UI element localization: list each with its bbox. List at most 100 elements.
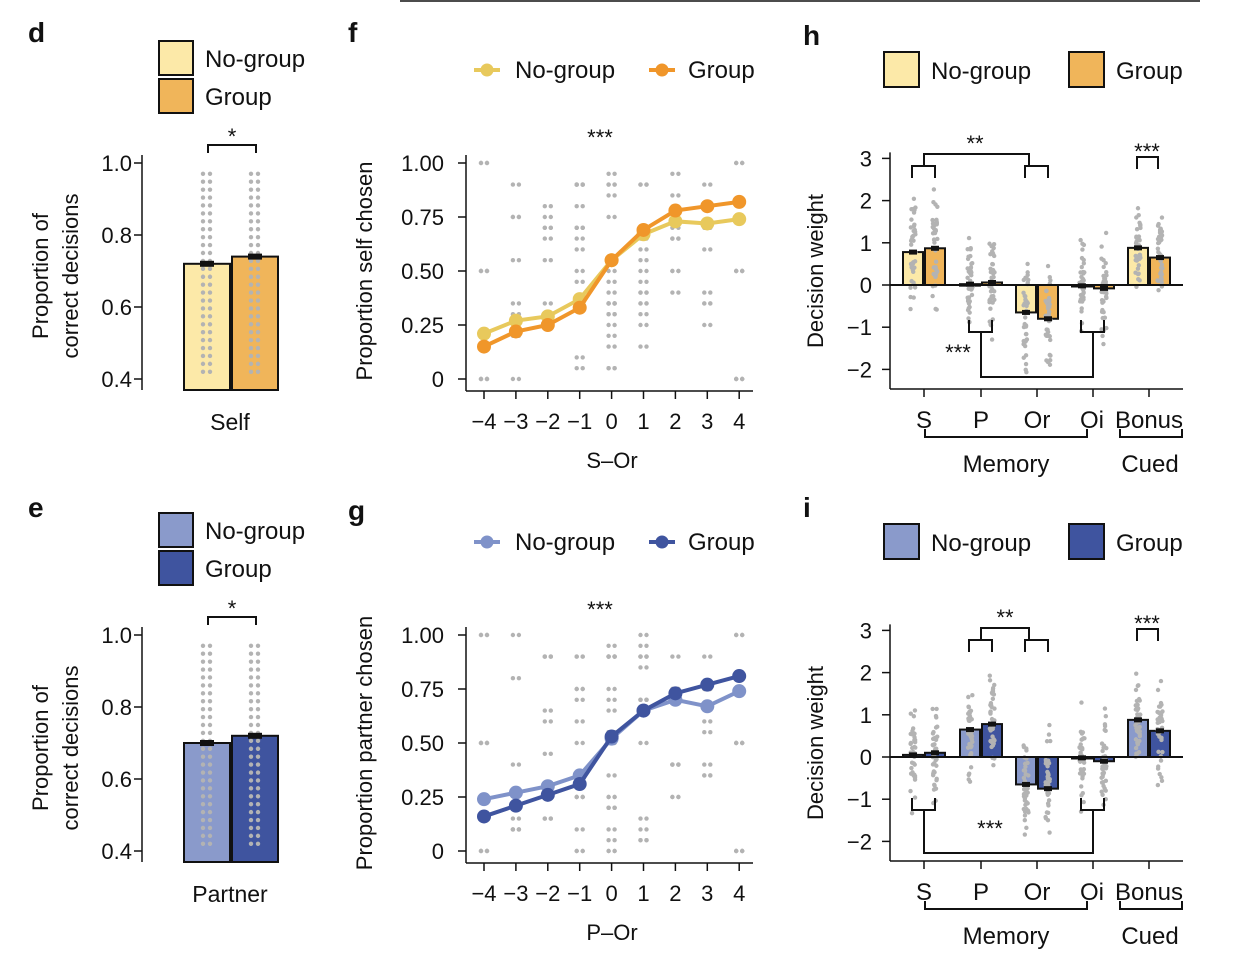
- subject-dot: [1022, 796, 1028, 801]
- subject-dot: [967, 715, 972, 720]
- subject-dot: [255, 227, 261, 232]
- subject-dot: [644, 827, 649, 832]
- subject-dot: [542, 816, 547, 821]
- subject-dot: [200, 219, 206, 224]
- subject-dot: [638, 247, 643, 252]
- error-bar: [1100, 758, 1108, 764]
- legend-swatch-no-group: [883, 523, 920, 560]
- subject-dot: [970, 260, 975, 266]
- subject-dot: [606, 182, 611, 187]
- subject-dot: [200, 250, 206, 256]
- error-bar: [966, 727, 974, 733]
- subject-dot: [1025, 790, 1030, 795]
- subject-dot: [1135, 266, 1141, 271]
- subject-dot: [580, 279, 585, 284]
- subject-dot: [638, 258, 643, 263]
- subject-dot: [612, 268, 617, 274]
- legend-label: Group: [1116, 530, 1183, 557]
- subject-dot: [255, 691, 261, 696]
- subject-dot: [638, 838, 643, 843]
- subject-dot: [1022, 813, 1028, 818]
- subject-dot: [200, 794, 206, 799]
- subject-dot: [1136, 263, 1142, 268]
- subject-dot: [644, 632, 649, 638]
- subject-dot: [968, 765, 974, 770]
- subject-dot: [638, 740, 643, 746]
- subject-dot: [478, 632, 484, 638]
- subject-dot: [510, 182, 516, 187]
- error-bar: [1134, 717, 1142, 723]
- y-axis-label: Proportion self chosen: [352, 162, 377, 381]
- significance-bracket: [1024, 639, 1049, 652]
- y-axis-label: Proportion of: [28, 212, 53, 339]
- subject-dot: [612, 697, 617, 702]
- subject-dot: [548, 751, 553, 756]
- group-label-memory: Memory: [963, 451, 1050, 478]
- subject-dot: [207, 809, 213, 815]
- subject-dot: [580, 686, 585, 692]
- subject-dot: [1103, 788, 1108, 793]
- subject-dot: [1022, 818, 1028, 823]
- subject-dot: [580, 697, 585, 702]
- subject-dot: [987, 673, 992, 678]
- subject-dot: [1078, 729, 1084, 735]
- significance-label: **: [966, 131, 984, 156]
- subject-dot: [574, 279, 579, 284]
- legend-marker: [655, 535, 669, 549]
- panel-label-f: f: [348, 17, 358, 48]
- subject-dot: [933, 259, 939, 264]
- subject-dot: [1021, 341, 1026, 347]
- subject-dot: [1079, 746, 1085, 751]
- x-tick-label: −3: [503, 409, 528, 434]
- subject-dot: [548, 816, 553, 821]
- subject-dot: [200, 841, 206, 846]
- subject-dot: [255, 211, 261, 216]
- subject-dot: [1103, 230, 1109, 236]
- subject-dot: [200, 361, 206, 367]
- subject-dot: [606, 279, 611, 284]
- subject-dot: [606, 848, 611, 854]
- subject-dot: [708, 247, 713, 252]
- subject-dot: [255, 242, 261, 248]
- subject-dot: [1156, 287, 1161, 293]
- subject-dot: [580, 355, 585, 360]
- subject-dot: [484, 376, 490, 382]
- group-bracket-cued: [1119, 901, 1183, 910]
- subject-dot: [990, 743, 996, 748]
- subject-dot: [200, 699, 206, 704]
- subject-dot: [612, 708, 617, 713]
- subject-dot: [548, 708, 553, 713]
- subject-dot: [734, 848, 739, 854]
- subject-dot: [516, 258, 522, 263]
- subject-dot: [644, 816, 649, 821]
- subject-dot: [931, 187, 937, 192]
- subject-dot: [1104, 269, 1109, 275]
- subject-dot: [207, 290, 213, 295]
- subject-dot: [255, 667, 261, 672]
- x-tick-label: 1: [637, 409, 649, 434]
- subject-dot: [1079, 299, 1085, 304]
- subject-dot: [207, 699, 213, 704]
- subject-dot: [200, 266, 206, 272]
- subject-dot: [1136, 696, 1142, 702]
- subject-dot: [612, 805, 617, 810]
- point-no-group: [700, 216, 715, 231]
- error-bar: [1156, 728, 1164, 734]
- subject-dot: [638, 301, 643, 306]
- subject-dot: [1048, 337, 1053, 343]
- point-no-group: [700, 699, 715, 714]
- subject-dot: [255, 817, 261, 823]
- point-group: [508, 798, 523, 813]
- subject-dot: [934, 763, 939, 768]
- subject-dot: [1137, 237, 1142, 243]
- subject-dot: [1155, 236, 1161, 242]
- panel-label-h: h: [803, 20, 820, 51]
- subject-dot: [638, 654, 643, 659]
- subject-dot: [200, 322, 206, 327]
- x-tick-label: −4: [471, 881, 496, 906]
- y-tick-label: 2: [860, 661, 872, 686]
- subject-dot: [912, 738, 918, 744]
- x-tick-label: S: [916, 407, 932, 434]
- subject-dot: [1133, 687, 1139, 693]
- subject-dot: [248, 219, 254, 224]
